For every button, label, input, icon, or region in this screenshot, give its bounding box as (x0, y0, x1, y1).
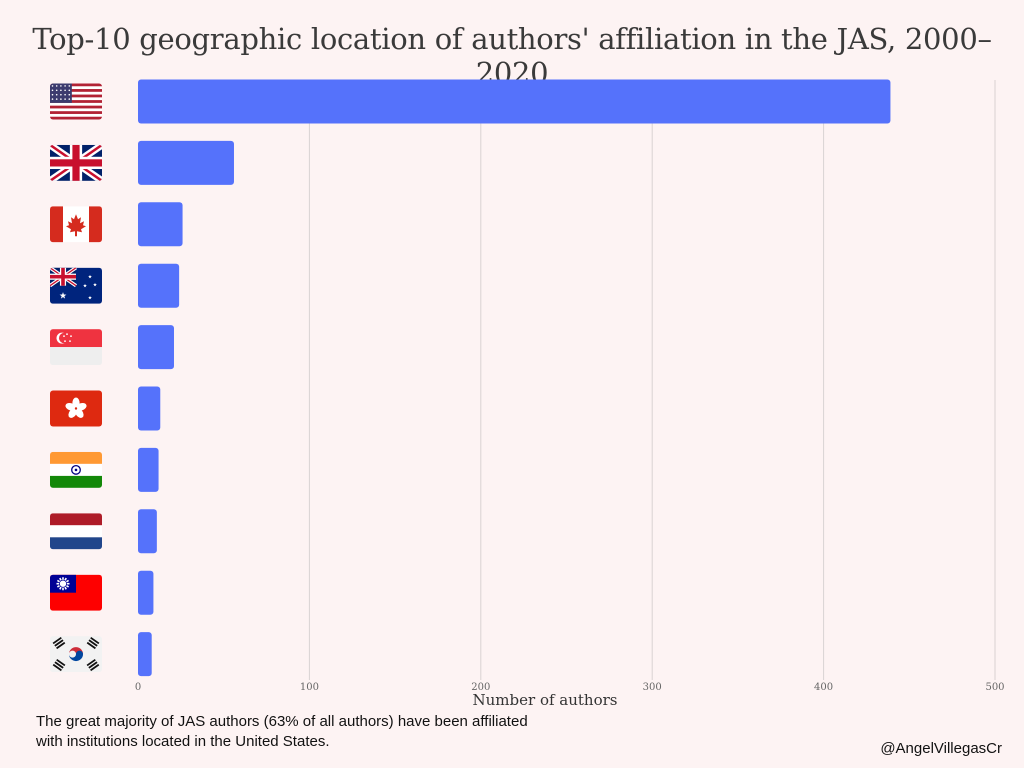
flag-uk-icon (50, 144, 102, 181)
flag-australia-icon (50, 267, 102, 304)
x-tick-label: 0 (135, 682, 141, 693)
bars (138, 79, 891, 677)
x-tick-label: 500 (985, 682, 1004, 693)
flag-singapore-icon (50, 329, 102, 366)
x-tick-label: 100 (300, 682, 319, 693)
flag-usa-icon (50, 83, 102, 120)
x-tick-label: 400 (814, 682, 833, 693)
bar-canada (138, 202, 183, 247)
flag-hong-kong-icon (50, 390, 102, 427)
x-tick-labels: 0 100 200 300 400 500 (135, 682, 1005, 693)
bar-usa (138, 79, 891, 124)
bar-south-korea (138, 632, 152, 677)
bar-singapore (138, 325, 174, 370)
flag-icons (50, 83, 102, 673)
x-axis-title: Number of authors (473, 691, 618, 709)
bar-australia (138, 263, 180, 308)
flag-canada-icon (50, 206, 102, 243)
bar-india (138, 447, 159, 492)
flag-netherlands-icon (50, 513, 102, 550)
bar-uk (138, 140, 234, 185)
flag-india-icon (50, 451, 102, 488)
flag-south-korea-icon (50, 636, 102, 673)
flag-taiwan-icon (50, 574, 102, 611)
author-credit: @AngelVillegasCr (880, 740, 1002, 757)
x-tick-label: 200 (471, 682, 490, 693)
grid-lines (308, 80, 996, 680)
caption: The great majority of JAS authors (63% o… (36, 713, 528, 750)
x-tick-label: 300 (643, 682, 662, 693)
chart-title: Top-10 geographic location of authors' a… (32, 22, 992, 90)
bar-netherlands (138, 509, 157, 554)
bar-taiwan (138, 570, 154, 615)
bar-hong-kong (138, 386, 161, 431)
